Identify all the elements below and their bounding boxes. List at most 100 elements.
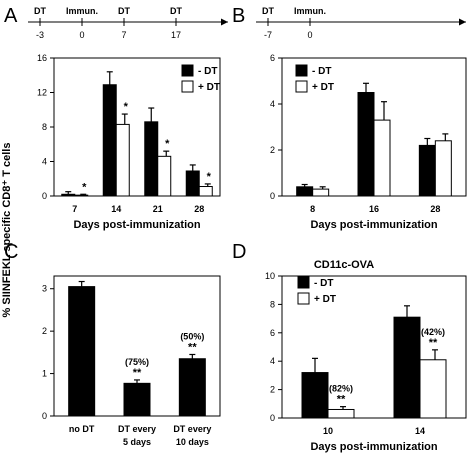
p2-ytick-label: 0: [270, 191, 275, 201]
p4-legend-label: + DT: [314, 294, 336, 305]
p4-annotation-significance: **: [337, 394, 346, 406]
p4-annotation-percent: (42%): [421, 327, 445, 337]
p2-timeline-event-label: DT: [262, 6, 274, 16]
p1-bar: [115, 123, 130, 197]
p2-bar: [418, 144, 436, 197]
p1-annotation-significance: *: [165, 138, 170, 150]
p1-timeline-event-label: DT: [34, 6, 46, 16]
p1-x-axis-label: Days post-immunization: [73, 219, 200, 231]
p1-annotation-significance: *: [82, 181, 87, 193]
panel-letter-a: A: [4, 5, 18, 27]
p2-legend-swatch: [295, 80, 308, 93]
p3-annotation-significance: **: [133, 367, 142, 379]
p2-xtick-label: 28: [430, 204, 440, 214]
p2-xtick-label: 8: [310, 204, 315, 214]
p4-annotation-percent: (82%): [329, 384, 353, 394]
p3-xtick-label: no DT: [69, 424, 95, 434]
p1-timeline-day-label: -3: [36, 30, 44, 40]
p2-ytick-label: 4: [270, 99, 275, 109]
p4-bar: [393, 316, 421, 419]
p1-bar: [74, 194, 89, 197]
p4-bar: [301, 372, 329, 419]
p3-bar: [178, 358, 206, 417]
p2-legend-label: + DT: [312, 82, 334, 93]
p4-xtick-label: 10: [323, 426, 333, 436]
p3-xtick-label: 5 days: [123, 437, 151, 447]
p1-xtick-label: 21: [153, 204, 163, 214]
p2-legend-swatch: [295, 64, 308, 77]
p4-xtick-label: 14: [415, 426, 425, 436]
p2-bar: [296, 186, 314, 197]
p1-annotation-significance: *: [124, 101, 129, 113]
p1-legend-label: + DT: [198, 82, 220, 93]
p4-legend-label: - DT: [314, 278, 333, 289]
p3-ytick-label: 0: [42, 411, 47, 421]
p1-ytick-label: 0: [42, 191, 47, 201]
p1-bar: [157, 155, 172, 197]
p3-bar: [68, 286, 96, 417]
p1-bar: [61, 193, 76, 197]
p1-bar: [198, 186, 213, 197]
p4-ytick-label: 4: [270, 356, 275, 366]
p1-timeline-event-label: DT: [118, 6, 130, 16]
p2-x-axis-label: Days post-immunization: [310, 219, 437, 231]
p4-ytick-label: 2: [270, 385, 275, 395]
p4-legend-swatch: [297, 292, 310, 305]
p2-bar: [357, 92, 375, 197]
p1-legend-label: - DT: [198, 66, 217, 77]
p1-legend-swatch: [181, 64, 194, 77]
p4-x-axis-label: Days post-immunization: [310, 441, 437, 453]
p1-timeline-event-label: DT: [170, 6, 182, 16]
p4-ytick-label: 8: [270, 299, 275, 309]
p3-annotation-percent: (50%): [180, 331, 204, 341]
p1-timeline-day-label: 7: [121, 30, 126, 40]
p1-xtick-label: 7: [72, 204, 77, 214]
p2-bar: [373, 119, 391, 197]
panel-d-title: CD11c-OVA: [314, 259, 374, 271]
p3-xtick-label: DT every: [173, 424, 211, 434]
p1-ytick-label: 12: [37, 88, 47, 98]
p3-ytick-label: 2: [42, 326, 47, 336]
p2-ytick-label: 6: [270, 53, 275, 63]
p3-xtick-label: 10 days: [176, 437, 209, 447]
p2-timeline-day-label: 0: [307, 30, 312, 40]
p1-bar: [102, 84, 117, 197]
p2-xtick-label: 16: [369, 204, 379, 214]
p3-ytick-label: 1: [42, 369, 47, 379]
p2-bar: [312, 188, 330, 197]
p1-ytick-label: 16: [37, 53, 47, 63]
p1-bar: [144, 121, 159, 197]
y-axis-label: % SIINFEKL specific CD8⁺ T cells: [1, 143, 13, 318]
p1-timeline-event-label: Immun.: [66, 6, 98, 16]
p1-timeline-arrowhead: [221, 18, 228, 26]
p2-timeline-arrowhead: [459, 18, 466, 26]
p3-annotation-percent: (75%): [125, 357, 149, 367]
p4-ytick-label: 0: [270, 413, 275, 423]
p4-bar: [327, 408, 355, 419]
p1-legend-swatch: [181, 80, 194, 93]
p2-timeline-day-label: -7: [264, 30, 272, 40]
p2-legend-label: - DT: [312, 66, 331, 77]
p4-annotation-significance: **: [429, 337, 438, 349]
p4-ytick-label: 6: [270, 328, 275, 338]
panel-letter-d: D: [232, 241, 246, 263]
panel-letter-c: C: [4, 241, 18, 263]
p4-ytick-label: 10: [265, 271, 275, 281]
p3-annotation-significance: **: [188, 341, 197, 353]
p2-bar: [434, 140, 452, 197]
p3-ytick-label: 3: [42, 284, 47, 294]
p1-timeline-day-label: 17: [171, 30, 181, 40]
p1-xtick-label: 28: [194, 204, 204, 214]
p4-plot-frame: [281, 275, 467, 419]
panel-letter-b: B: [232, 5, 245, 27]
p3-xtick-label: DT every: [118, 424, 156, 434]
p4-bar: [419, 359, 447, 419]
p1-bar: [185, 170, 200, 197]
p1-ytick-label: 4: [42, 157, 47, 167]
p2-ytick-label: 2: [270, 145, 275, 155]
p1-ytick-label: 8: [42, 122, 47, 132]
p1-xtick-label: 14: [111, 204, 121, 214]
p4-legend-swatch: [297, 276, 310, 289]
